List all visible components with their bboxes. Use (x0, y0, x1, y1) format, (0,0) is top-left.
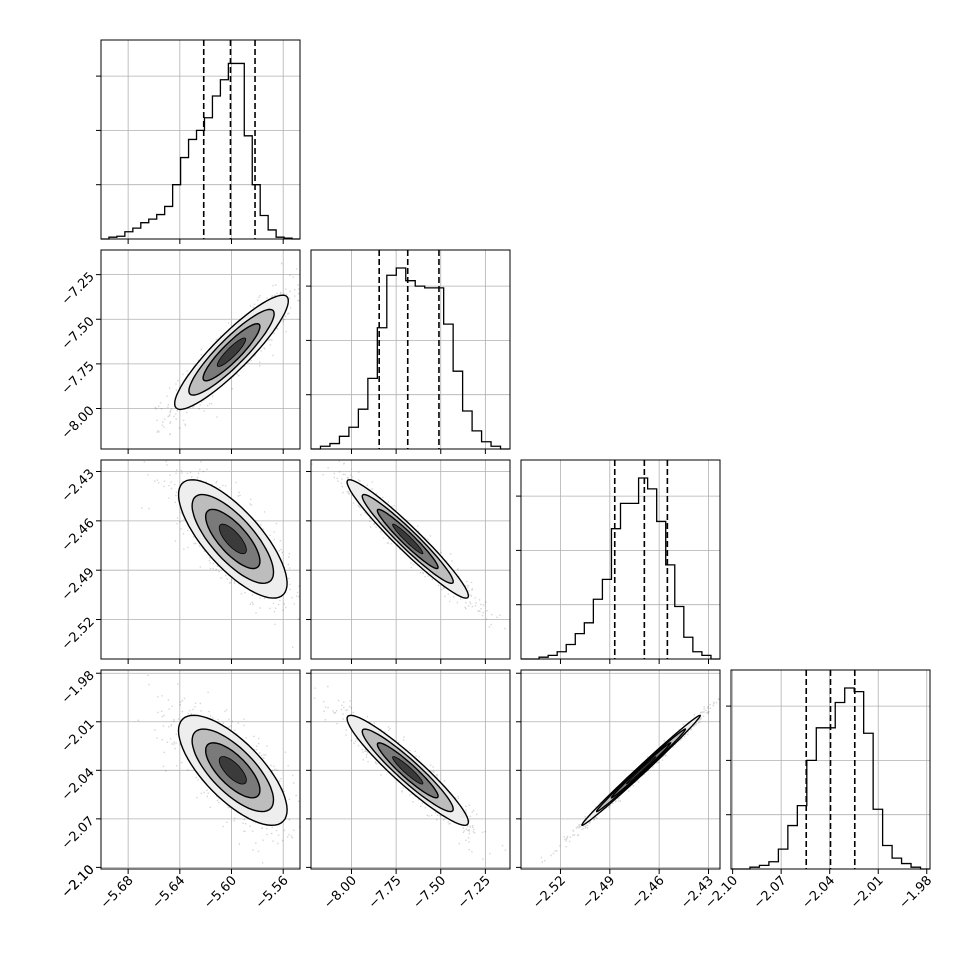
histogram-step-4 (731, 687, 930, 870)
x-tick-label: −2.46 (629, 873, 668, 912)
y-tick-label: −7.50 (59, 314, 98, 353)
contour-panel-1-2 (96, 249, 301, 454)
x-tick-label: −2.01 (848, 873, 887, 912)
y-tick-label: −2.01 (59, 717, 98, 756)
panel-frame (310, 669, 511, 870)
contour-panel-1-4 (96, 669, 301, 874)
x-tick-label: −5.68 (98, 873, 137, 912)
histogram-step-1 (101, 62, 300, 240)
contour-panel-1-3 (96, 459, 301, 664)
panel-plot-area (311, 460, 510, 659)
x-tick-label: −8.00 (321, 873, 360, 912)
x-tick-label: −2.49 (580, 873, 619, 912)
panel-frame (100, 249, 301, 450)
contour-level-4 (218, 756, 247, 785)
y-tick-label: −2.10 (59, 862, 98, 901)
x-tick-label: −7.25 (455, 873, 494, 912)
histogram-panel-2 (306, 249, 511, 454)
panel-frame (520, 669, 721, 870)
panel-frame (310, 249, 511, 450)
x-tick-label: −7.75 (366, 873, 405, 912)
contour-level-4 (625, 756, 657, 785)
y-tick-label: −2.04 (59, 765, 98, 804)
panel-plot-area (311, 670, 510, 869)
y-tick-label: −7.75 (59, 359, 98, 398)
panel-frame (100, 459, 301, 660)
contour-level-4 (218, 523, 247, 555)
x-tick-label: −2.07 (751, 873, 790, 912)
panel-frame (730, 669, 931, 870)
y-tick-label: −8.00 (59, 404, 98, 443)
x-tick-label: −2.52 (530, 873, 569, 912)
y-tick-label: −2.52 (59, 615, 98, 654)
panel-plot-area (101, 250, 300, 449)
x-tick-label: −7.50 (410, 873, 449, 912)
contour-panel-3-4 (516, 669, 721, 874)
x-tick-label: −5.56 (253, 873, 292, 912)
histogram-step-2 (311, 267, 510, 450)
histogram-panel-4 (726, 669, 931, 874)
y-tick-label: −1.98 (59, 668, 98, 707)
panel-frame (520, 459, 721, 660)
panel-plot-area (101, 460, 300, 659)
panel-frame (310, 459, 511, 660)
x-tick-label: −1.98 (896, 873, 935, 912)
y-tick-label: −2.43 (59, 467, 98, 506)
x-tick-label: −5.60 (201, 873, 240, 912)
y-tick-label: −7.25 (59, 270, 98, 309)
contour-panel-2-4 (306, 669, 511, 874)
x-tick-label: −2.04 (799, 873, 838, 912)
panel-frame (100, 669, 301, 870)
y-tick-label: −2.49 (59, 565, 98, 604)
histogram-panel-3 (516, 459, 721, 664)
y-tick-label: −2.46 (59, 516, 98, 555)
histogram-step-3 (521, 477, 720, 660)
contour-panel-2-3 (306, 459, 511, 664)
x-tick-label: −5.64 (150, 873, 189, 912)
panel-plot-area (101, 670, 300, 869)
panel-plot-area (521, 670, 720, 869)
y-tick-label: −2.07 (59, 814, 98, 853)
contour-level-4 (216, 337, 247, 367)
panel-frame (100, 39, 301, 240)
contour-level-4 (392, 756, 424, 785)
contour-level-4 (392, 523, 424, 555)
histogram-panel-1 (96, 39, 301, 244)
